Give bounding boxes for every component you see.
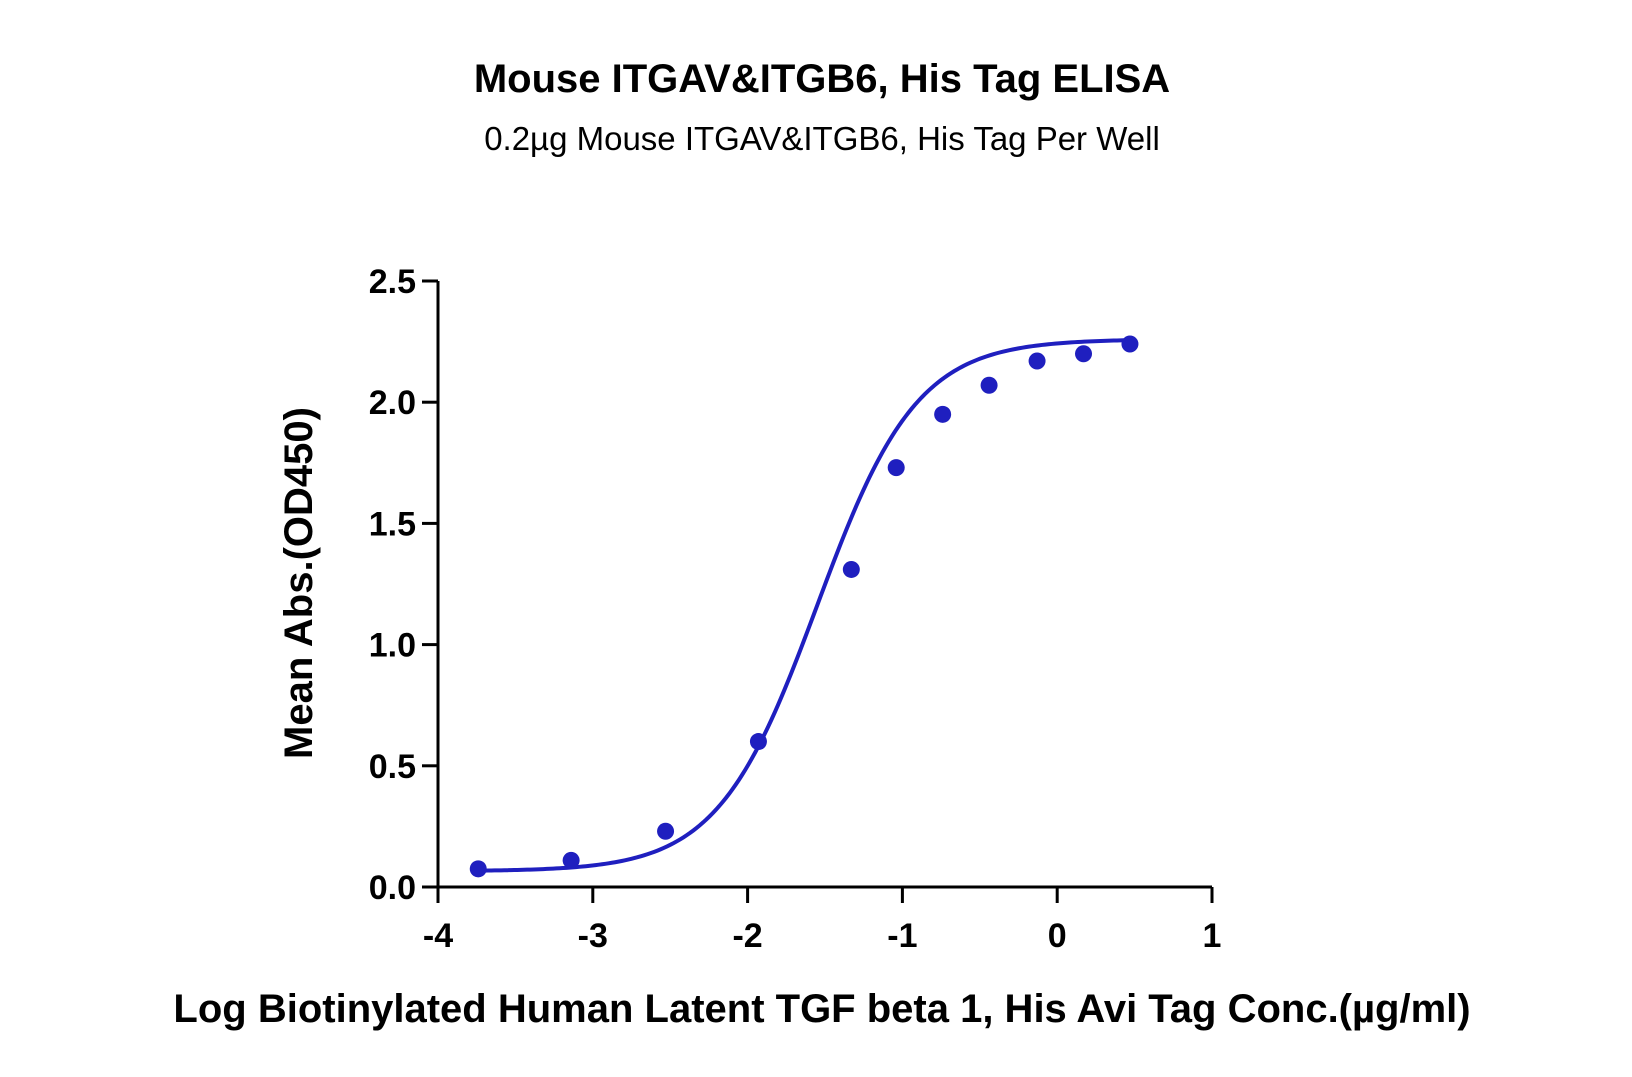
data-point <box>469 860 487 878</box>
y-tick-label: 0.0 <box>369 869 416 907</box>
data-point <box>934 405 952 423</box>
data-points <box>469 335 1139 878</box>
y-tick-label: 1.0 <box>369 627 416 665</box>
y-tick-label: 2.5 <box>369 263 416 301</box>
y-tick-label: 2.0 <box>369 384 416 422</box>
data-point <box>1121 335 1139 353</box>
y-axis-label: Mean Abs.(OD450) <box>277 407 321 759</box>
x-tick-label: 0 <box>1048 917 1067 955</box>
x-tick-label: 1 <box>1203 917 1222 955</box>
data-point <box>749 733 767 751</box>
x-tick-label: -2 <box>732 917 762 955</box>
x-axis: -4 -3 -2 -1 0 1 <box>423 885 1222 955</box>
data-point <box>842 560 860 578</box>
data-point <box>1028 352 1046 370</box>
data-point <box>562 851 580 869</box>
y-tick-label: 1.5 <box>369 505 416 543</box>
data-point <box>887 459 905 477</box>
y-tick-label: 0.5 <box>369 748 416 786</box>
chart-subtitle: 0.2µg Mouse ITGAV&ITGB6, His Tag Per Wel… <box>484 120 1160 157</box>
chart-title: Mouse ITGAV&ITGB6, His Tag ELISA <box>474 57 1170 101</box>
x-tick-label: -1 <box>887 917 917 955</box>
x-tick-label: -4 <box>423 917 453 955</box>
x-tick-label: -3 <box>578 917 608 955</box>
x-axis-label: Log Biotinylated Human Latent TGF beta 1… <box>173 987 1470 1031</box>
data-point <box>1075 345 1093 363</box>
data-point <box>657 822 675 840</box>
data-point <box>980 376 998 394</box>
fit-curve <box>478 338 1131 873</box>
y-axis: 0.0 0.5 1.0 1.5 2.0 2.5 <box>369 263 440 907</box>
